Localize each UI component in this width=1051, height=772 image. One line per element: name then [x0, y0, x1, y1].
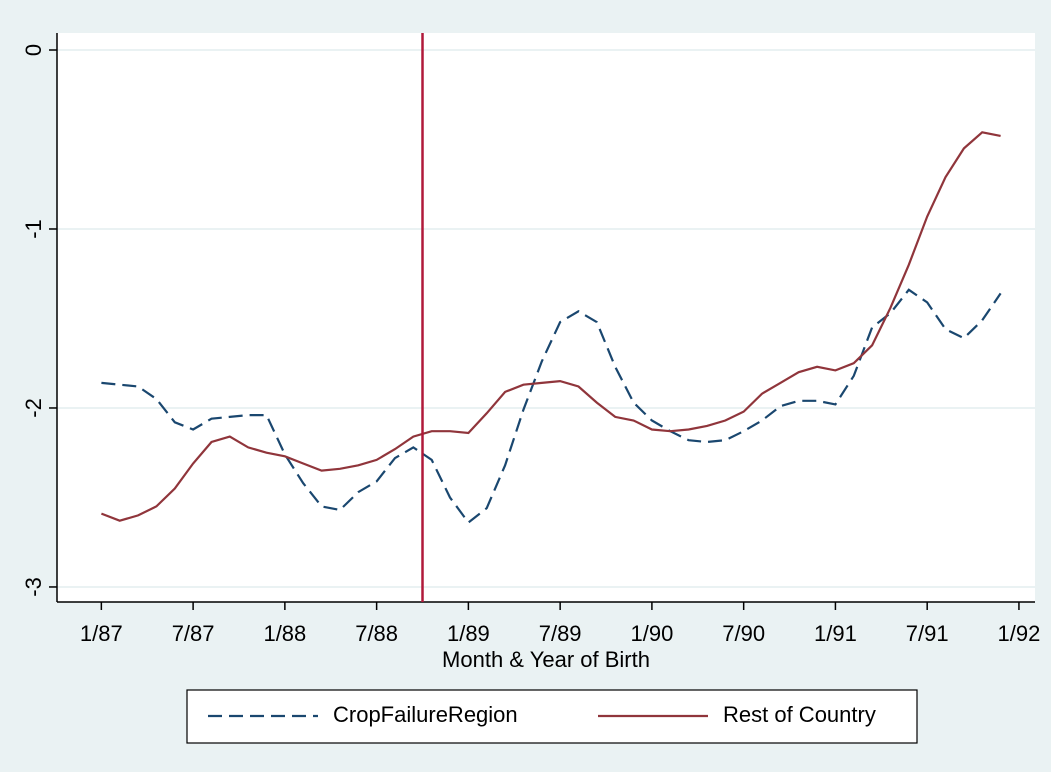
x-tick-label: 1/90	[630, 621, 673, 646]
x-tick-label: 1/92	[998, 621, 1041, 646]
x-tick-label: 1/91	[814, 621, 857, 646]
y-tick-label: 0	[21, 44, 46, 56]
legend-label: CropFailureRegion	[333, 702, 518, 727]
y-tick-label: -1	[21, 219, 46, 239]
x-tick-label: 7/90	[722, 621, 765, 646]
series-line	[101, 288, 1002, 525]
x-tick-label: 1/88	[263, 621, 306, 646]
series-line	[101, 131, 1001, 522]
x-tick-label: 7/88	[355, 621, 398, 646]
x-tick-label: 7/87	[172, 621, 215, 646]
legend-label: Rest of Country	[723, 702, 876, 727]
x-axis-title: Month & Year of Birth	[442, 647, 650, 672]
x-tick-label: 7/89	[539, 621, 582, 646]
plot-area	[57, 33, 1035, 602]
x-tick-label: 1/87	[80, 621, 123, 646]
x-tick-label: 7/91	[906, 621, 949, 646]
legend-box	[186, 689, 918, 744]
y-tick-label: -3	[21, 577, 46, 597]
x-tick-label: 1/89	[447, 621, 490, 646]
legend: CropFailureRegion Rest of Country	[186, 689, 918, 744]
y-tick-label: -2	[21, 398, 46, 418]
